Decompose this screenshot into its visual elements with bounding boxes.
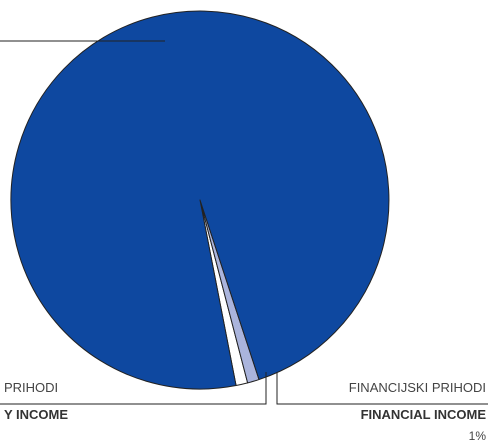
label-main-local: PRIHODI xyxy=(4,380,58,395)
label-financial-local: FINANCIJSKI PRIHODI xyxy=(349,380,486,395)
leader-financial xyxy=(276,372,488,405)
pie-slice-0 xyxy=(10,10,390,390)
leader-main-bottom xyxy=(0,372,267,405)
pie-slices xyxy=(10,10,390,390)
label-main-en: Y INCOME xyxy=(4,407,68,422)
label-financial-en: FINANCIAL INCOME xyxy=(361,407,487,422)
label-financial-percent: 1% xyxy=(469,429,487,443)
leader-lines xyxy=(0,40,488,405)
